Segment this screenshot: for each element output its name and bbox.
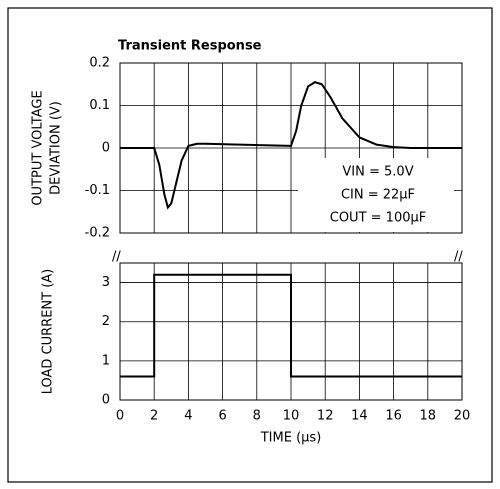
x-tick-label: 6: [218, 409, 226, 424]
y-tick-label: 0: [102, 393, 110, 408]
y-axis-label: DEVIATION (V): [49, 101, 64, 195]
annotation: COUT = 100µF: [330, 211, 426, 226]
y-axis-label: OUTPUT VOLTAGE: [31, 90, 46, 205]
x-tick-label: 8: [253, 409, 261, 424]
axis-break: //: [454, 250, 463, 265]
y-tick-label: 3: [102, 275, 110, 290]
series-line: [120, 81, 462, 210]
x-axis-label: TIME (µs): [260, 431, 322, 446]
y-tick-label: -0.1: [85, 183, 110, 198]
axis-break: //: [112, 250, 121, 265]
x-tick-label: 4: [184, 409, 192, 424]
y-tick-label: 0.1: [89, 98, 110, 113]
series-line: [120, 273, 462, 378]
x-tick-label: 0: [116, 409, 124, 424]
x-tick-label: 10: [283, 409, 300, 424]
y-tick-label: 1: [102, 353, 110, 368]
y-tick-label: 0.2: [89, 56, 110, 71]
y-tick-label: 0: [102, 141, 110, 156]
x-tick-label: 2: [150, 409, 158, 424]
x-tick-label: 18: [420, 409, 437, 424]
chart-title: Transient Response: [118, 39, 262, 54]
x-tick-label: 14: [351, 409, 368, 424]
annotation: CIN = 22µF: [341, 188, 415, 203]
annotation-box: [298, 158, 454, 232]
annotation: VIN = 5.0V: [342, 165, 413, 180]
y-tick-label: 2: [102, 314, 110, 329]
y-axis-label: LOAD CURRENT (A): [41, 269, 56, 395]
y-tick-label: -0.2: [85, 226, 110, 241]
x-tick-label: 16: [385, 409, 402, 424]
x-tick-label: 20: [454, 409, 471, 424]
x-tick-label: 12: [317, 409, 334, 424]
frame: [7, 7, 493, 483]
